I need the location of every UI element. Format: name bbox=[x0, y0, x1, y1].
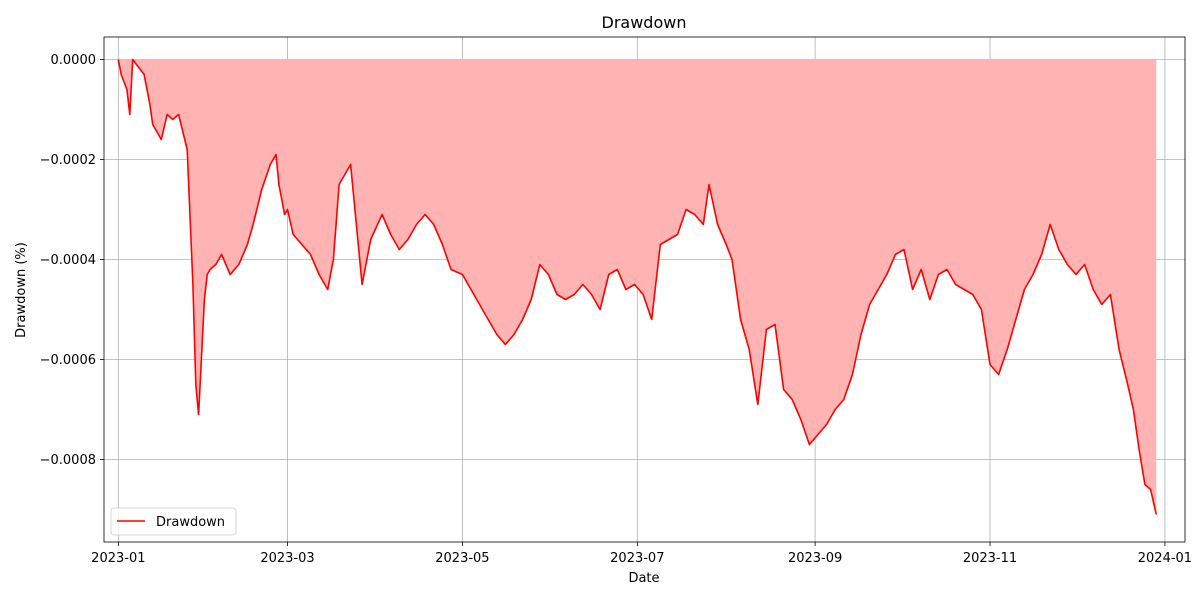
y-tick-label: −0.0008 bbox=[40, 453, 96, 468]
x-tick-label: 2023-05 bbox=[435, 551, 489, 566]
x-tick-label: 2023-03 bbox=[260, 551, 314, 566]
chart-title: Drawdown bbox=[602, 13, 687, 32]
legend-label-drawdown: Drawdown bbox=[156, 515, 225, 530]
y-tick-label: −0.0002 bbox=[40, 153, 96, 168]
x-tick-label: 2023-07 bbox=[610, 551, 664, 566]
drawdown-series-line bbox=[117, 58, 1158, 515]
x-tick-label: 2023-01 bbox=[91, 551, 145, 566]
legend-box bbox=[110, 507, 237, 536]
x-tick-label: 2024-01 bbox=[1138, 551, 1192, 566]
y-axis-title: Drawdown (%) bbox=[14, 242, 29, 338]
y-tick-label: 0.0000 bbox=[51, 53, 97, 68]
x-tick-label: 2023-11 bbox=[963, 551, 1017, 566]
x-tick-label: 2023-09 bbox=[788, 551, 842, 566]
x-axis-title: Date bbox=[628, 571, 659, 586]
x-axis-ticks: 2023-01 2023-03 2023-05 2023-07 2023-09 2023-… bbox=[91, 542, 1192, 566]
legend: Drawdown bbox=[110, 507, 237, 536]
y-tick-label: −0.0006 bbox=[40, 353, 96, 368]
y-axis-ticks: 0.0000 −0.0002 −0.0004 −0.0006 −0.0008 bbox=[40, 53, 104, 468]
plot-frame bbox=[103, 36, 1186, 543]
y-tick-label: −0.0004 bbox=[40, 253, 96, 268]
